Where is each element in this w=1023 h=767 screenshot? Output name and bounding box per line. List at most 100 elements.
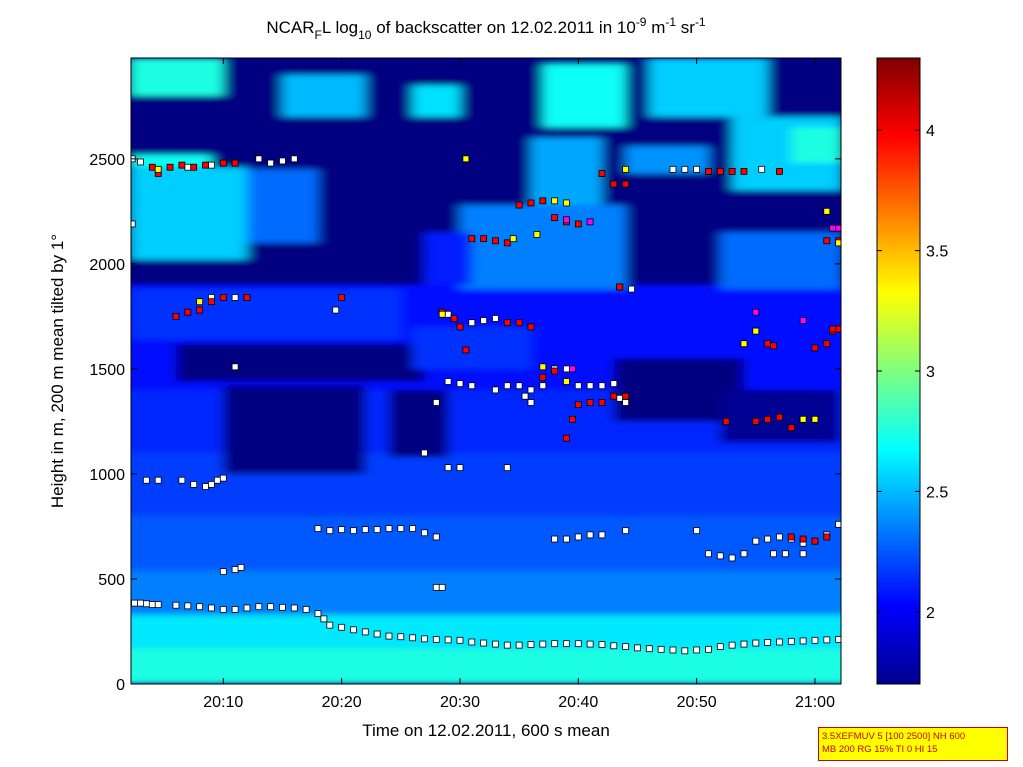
layer-marker bbox=[444, 636, 452, 644]
layer-marker bbox=[527, 323, 535, 331]
layer-marker bbox=[740, 640, 748, 648]
layer-marker bbox=[137, 158, 144, 166]
layer-marker bbox=[835, 636, 841, 643]
layer-marker bbox=[563, 535, 570, 543]
layer-marker bbox=[539, 363, 547, 371]
layer-marker bbox=[574, 401, 582, 409]
layer-marker bbox=[208, 604, 215, 612]
layer-marker bbox=[243, 604, 251, 612]
layer-marker bbox=[551, 367, 559, 375]
layer-marker bbox=[740, 340, 748, 348]
x-tick-label: 20:20 bbox=[322, 694, 362, 711]
y-axis-label: Height in m, 200 m mean tilted by 1° bbox=[48, 234, 67, 508]
field-patch bbox=[791, 127, 841, 164]
layer-marker bbox=[586, 382, 594, 390]
layer-marker bbox=[480, 317, 488, 324]
layer-marker bbox=[527, 641, 535, 648]
layer-marker bbox=[752, 537, 760, 545]
layer-marker bbox=[326, 527, 334, 535]
layer-marker bbox=[622, 527, 630, 535]
layer-marker bbox=[290, 604, 298, 612]
layer-marker bbox=[213, 476, 221, 484]
layer-marker bbox=[787, 533, 795, 541]
layer-marker bbox=[776, 413, 783, 421]
layer-marker bbox=[563, 216, 570, 224]
layer-marker bbox=[131, 599, 138, 607]
layer-marker bbox=[131, 220, 136, 228]
layer-marker bbox=[586, 399, 594, 406]
layer-marker bbox=[527, 399, 535, 406]
layer-marker bbox=[385, 632, 393, 640]
layer-marker bbox=[811, 415, 819, 423]
layer-marker bbox=[835, 520, 841, 528]
layer-marker bbox=[758, 165, 766, 173]
x-tick-label: 20:40 bbox=[558, 694, 598, 711]
layer-marker bbox=[450, 315, 458, 322]
layer-marker bbox=[462, 346, 470, 354]
layer-marker bbox=[178, 476, 186, 484]
layer-marker bbox=[503, 382, 511, 390]
layer-marker bbox=[628, 285, 635, 293]
colorbar-tick-label: 4 bbox=[926, 123, 935, 140]
layer-marker bbox=[190, 163, 198, 171]
layer-marker bbox=[154, 476, 162, 484]
layer-marker bbox=[231, 294, 239, 301]
processing-info-box: 3.5XEFMUV 5 [100 2500] NH 600 MB 200 RG … bbox=[818, 727, 1008, 761]
layer-marker bbox=[705, 550, 712, 558]
layer-marker bbox=[669, 646, 677, 654]
layer-marker bbox=[332, 306, 340, 314]
field-patch bbox=[720, 232, 841, 290]
layer-marker bbox=[776, 638, 783, 646]
y-tick-label: 0 bbox=[116, 677, 125, 694]
layer-marker bbox=[622, 165, 630, 173]
layer-marker bbox=[527, 386, 535, 394]
layer-marker bbox=[219, 568, 227, 576]
layer-marker bbox=[409, 634, 417, 642]
layer-marker bbox=[231, 363, 239, 371]
colorbar-tick-label: 3.5 bbox=[926, 244, 948, 261]
layer-marker bbox=[645, 645, 653, 653]
layer-marker bbox=[219, 159, 227, 167]
layer-marker bbox=[598, 170, 606, 177]
layer-marker bbox=[231, 566, 239, 573]
layer-marker bbox=[716, 168, 724, 175]
layer-marker bbox=[184, 602, 192, 610]
layer-marker bbox=[468, 382, 476, 390]
layer-marker bbox=[716, 643, 724, 651]
layer-marker bbox=[521, 392, 529, 400]
layer-marker bbox=[539, 373, 547, 381]
layer-marker bbox=[444, 464, 452, 472]
field-patch bbox=[223, 385, 366, 474]
layer-marker bbox=[196, 306, 204, 314]
field-layer bbox=[131, 648, 841, 684]
colorbar-tick-label: 2 bbox=[926, 605, 935, 622]
layer-marker bbox=[551, 640, 559, 648]
layer-marker bbox=[432, 583, 440, 591]
layer-marker bbox=[681, 165, 689, 173]
layer-marker bbox=[397, 633, 405, 641]
layer-marker bbox=[219, 474, 227, 482]
layer-marker bbox=[657, 645, 665, 653]
layer-marker bbox=[421, 635, 428, 643]
layer-marker bbox=[432, 533, 440, 541]
layer-marker bbox=[148, 163, 156, 171]
layer-marker bbox=[279, 157, 286, 165]
field-patch bbox=[175, 343, 425, 382]
layer-marker bbox=[586, 531, 594, 539]
layer-marker bbox=[148, 601, 156, 608]
layer-marker bbox=[563, 365, 570, 373]
layer-marker bbox=[764, 415, 772, 423]
field-patch bbox=[131, 167, 247, 260]
layer-marker bbox=[219, 294, 227, 301]
y-tick-label: 2500 bbox=[89, 152, 125, 169]
layer-marker bbox=[787, 637, 795, 645]
layer-marker bbox=[243, 294, 251, 301]
layer-marker bbox=[314, 610, 322, 618]
layer-marker bbox=[616, 394, 624, 402]
layer-marker bbox=[693, 165, 701, 173]
layer-marker bbox=[190, 481, 198, 488]
layer-marker bbox=[586, 640, 594, 648]
field-patch bbox=[424, 232, 472, 285]
layer-marker bbox=[716, 552, 724, 560]
layer-marker bbox=[799, 415, 807, 423]
